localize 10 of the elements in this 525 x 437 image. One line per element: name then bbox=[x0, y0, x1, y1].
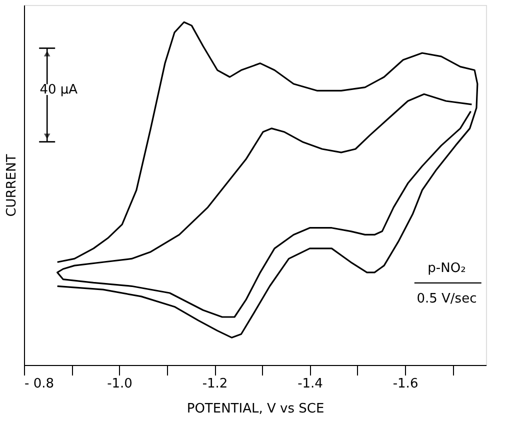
annotation: 0.5 V/sec bbox=[416, 291, 477, 306]
y-axis-title: CURRENT bbox=[4, 154, 20, 217]
x-tick-label: -1.4 bbox=[298, 376, 323, 392]
x-tick-label: - 0.8 bbox=[24, 376, 54, 392]
x-tick-label: -1.6 bbox=[392, 376, 418, 392]
x-axis-title: POTENTIAL, V vs SCE bbox=[186, 402, 324, 416]
annotation: 40 μA bbox=[40, 82, 78, 98]
x-tick-label: -1.0 bbox=[107, 376, 132, 392]
annotation: p-NO₂ bbox=[428, 260, 466, 276]
x-tick-label: -1.2 bbox=[202, 376, 228, 392]
